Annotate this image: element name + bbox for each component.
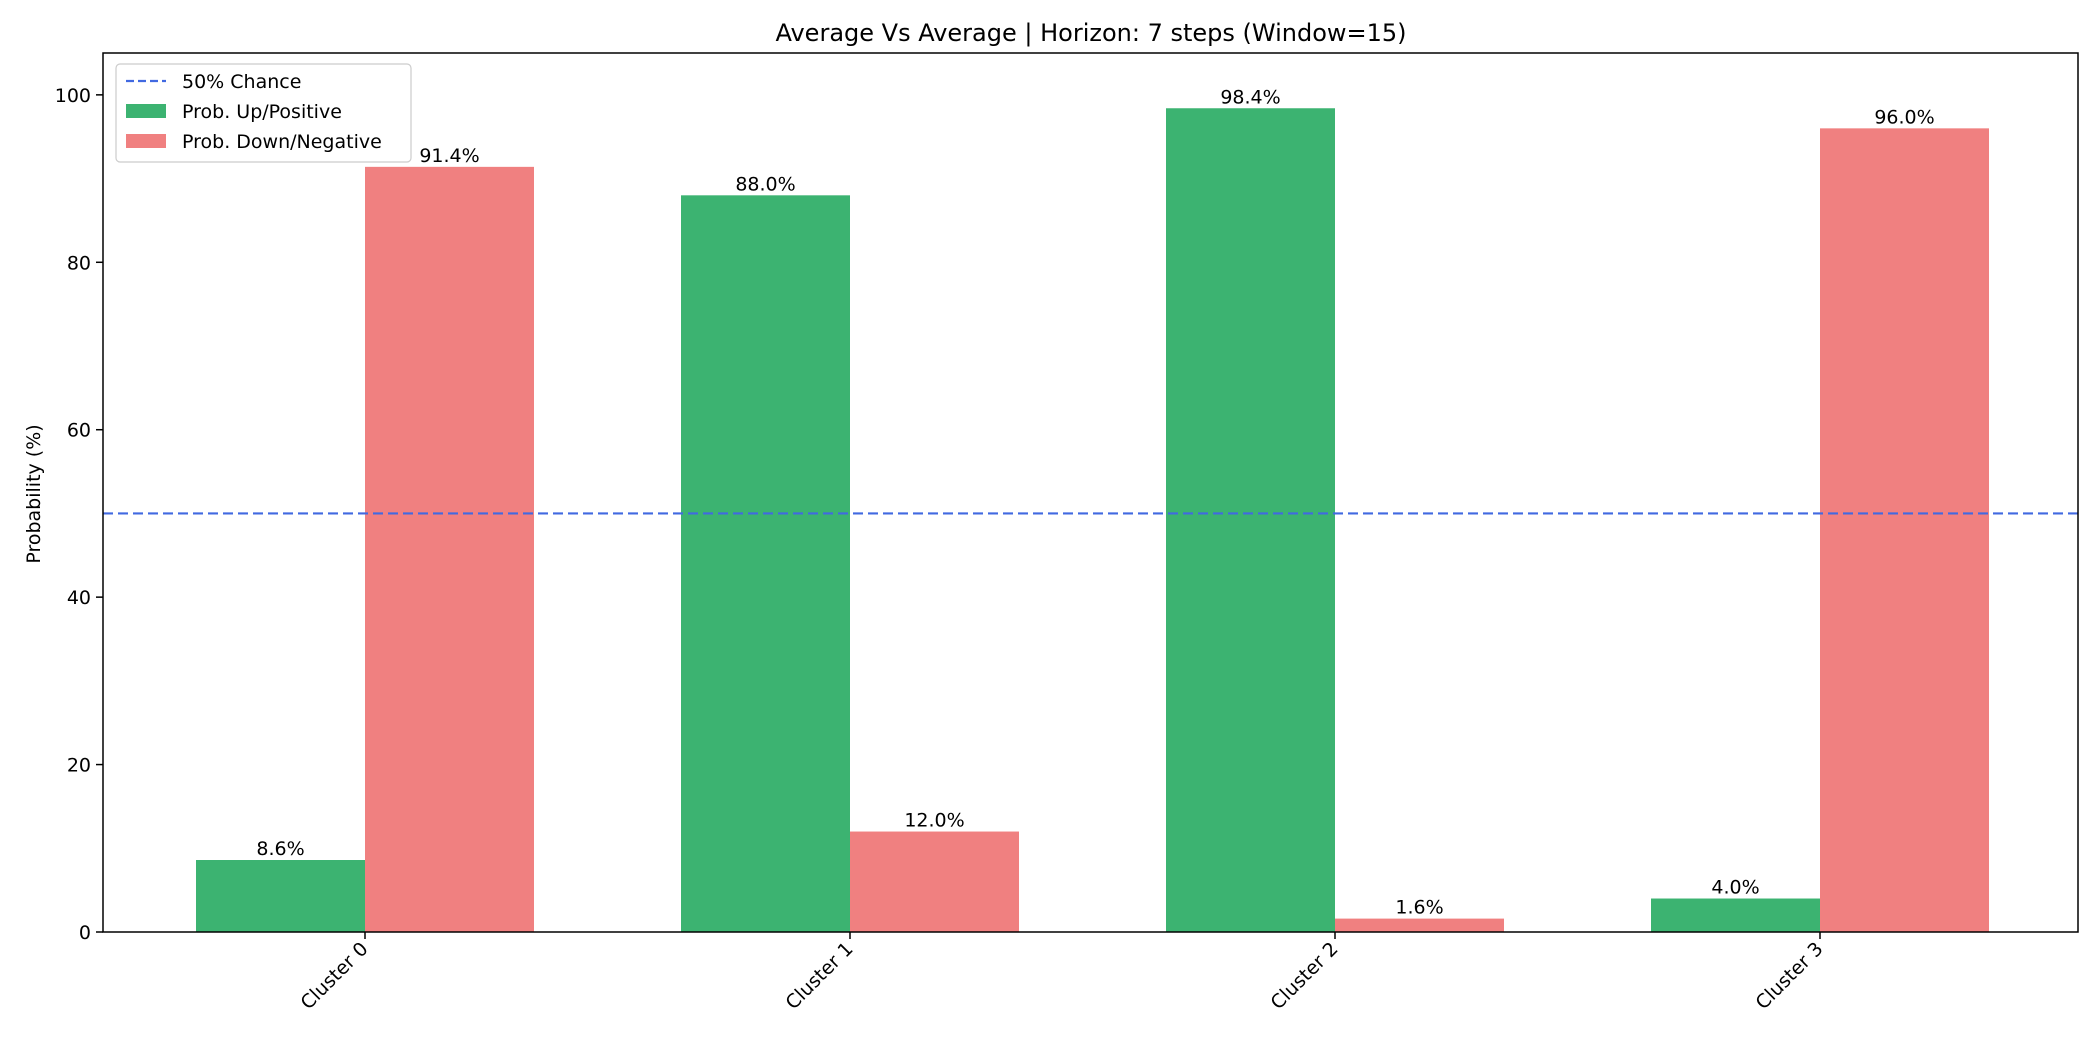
x-tick-label-cluster-0: Cluster 0 xyxy=(296,938,372,1014)
bar-down-cluster-1 xyxy=(850,831,1019,932)
legend: 50% Chance Prob. Up/Positive Prob. Down/Ne… xyxy=(115,63,412,163)
bar-up-cluster-0 xyxy=(196,860,365,932)
data-label-up-cluster-3: 4.0% xyxy=(1711,877,1759,899)
bars xyxy=(196,108,1989,933)
data-labels: 8.6% 88.0% 98.4% 4.0% 91.4% 12.0% 1.6% 96.0% xyxy=(256,86,1934,918)
y-tick-label-40: 40 xyxy=(67,587,91,609)
bar-down-cluster-3 xyxy=(1820,128,1989,933)
data-label-up-cluster-0: 8.6% xyxy=(256,838,304,860)
bar-up-cluster-1 xyxy=(681,195,850,933)
data-label-down-cluster-1: 12.0% xyxy=(904,810,964,832)
y-tick-label-100: 100 xyxy=(55,85,91,107)
legend-item-50-chance-label: 50% Chance xyxy=(182,71,301,93)
bar-up-cluster-2 xyxy=(1166,108,1335,933)
y-tick-label-0: 0 xyxy=(79,922,91,944)
data-label-up-cluster-2: 98.4% xyxy=(1220,86,1280,108)
data-label-down-cluster-3: 96.0% xyxy=(1874,106,1934,128)
data-label-down-cluster-2: 1.6% xyxy=(1395,897,1443,919)
data-label-up-cluster-1: 88.0% xyxy=(735,173,795,195)
legend-item-prob-up-label: Prob. Up/Positive xyxy=(182,101,342,123)
legend-item-prob-down-swatch xyxy=(126,134,166,148)
y-tick-label-60: 60 xyxy=(67,420,91,442)
x-tick-label-cluster-3: Cluster 3 xyxy=(1751,938,1827,1014)
x-tick-label-cluster-1: Cluster 1 xyxy=(781,938,857,1014)
bar-down-cluster-0 xyxy=(365,166,534,932)
plot-frame xyxy=(102,52,2079,933)
bar-up-cluster-3 xyxy=(1651,898,1820,932)
data-label-down-cluster-0: 91.4% xyxy=(419,145,479,167)
bar-down-cluster-2 xyxy=(1335,918,1504,932)
x-tick-label-cluster-2: Cluster 2 xyxy=(1266,938,1342,1014)
y-tick-label-20: 20 xyxy=(67,755,91,777)
legend-box xyxy=(115,63,412,163)
legend-item-prob-up-swatch xyxy=(126,104,166,118)
chart-title: Average Vs Average | Horizon: 7 steps (W… xyxy=(775,19,1406,47)
y-axis-label: Probability (%) xyxy=(23,424,45,563)
legend-item-prob-down-label: Prob. Down/Negative xyxy=(182,131,382,153)
y-tick-label-80: 80 xyxy=(67,252,91,274)
